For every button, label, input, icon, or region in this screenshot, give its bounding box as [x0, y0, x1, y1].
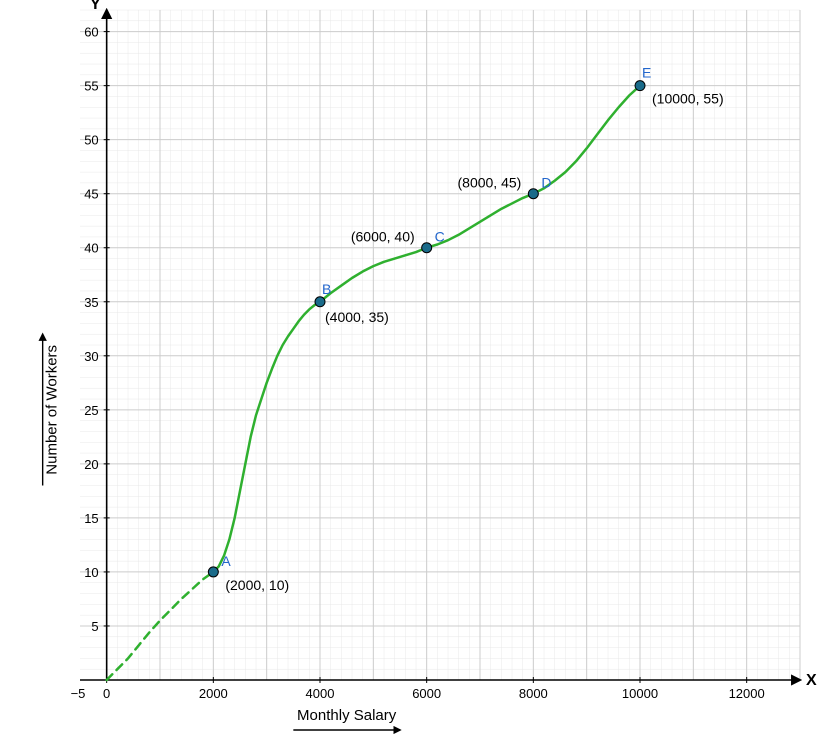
y-axis-name: Number of Workers: [44, 345, 61, 475]
point-label-D: D: [541, 175, 551, 191]
chart-container: X Y 0 2000 4000 6000 8000 10000 12000 −5 5 10 15 20 25…: [0, 0, 820, 753]
x-tick-label: 4000: [306, 686, 335, 701]
x-tick-label: 8000: [519, 686, 548, 701]
y-tick-label: 60: [84, 25, 98, 40]
x-tick-label: 6000: [412, 686, 441, 701]
y-tick-label: 50: [84, 133, 98, 148]
y-tick-label: 30: [84, 349, 98, 364]
chart-svg: X Y 0 2000 4000 6000 8000 10000 12000 −5 5 10 15 20 25…: [0, 0, 820, 753]
y-tick-label: 20: [84, 457, 98, 472]
data-point-C: [422, 243, 432, 253]
x-tick-label: 2000: [199, 686, 228, 701]
data-point-A: [208, 567, 218, 577]
point-coord-A: (2000, 10): [225, 577, 289, 593]
y-tick-label: 55: [84, 79, 98, 94]
point-coord-C: (6000, 40): [351, 229, 415, 245]
point-label-E: E: [642, 65, 651, 81]
data-point-E: [635, 81, 645, 91]
chart-background: [0, 0, 820, 753]
y-tick-label: 35: [84, 295, 98, 310]
y-tick-label: 45: [84, 187, 98, 202]
x-tick-label: 12000: [729, 686, 765, 701]
point-coord-B: (4000, 35): [325, 309, 389, 325]
x-axis-title: X: [806, 672, 817, 689]
data-point-D: [528, 189, 538, 199]
x-neg-tick-label: −5: [71, 686, 86, 701]
x-axis-name: Monthly Salary: [297, 707, 397, 724]
y-tick-label: 10: [84, 565, 98, 580]
y-tick-label: 25: [84, 403, 98, 418]
y-tick-label: 15: [84, 511, 98, 526]
point-label-C: C: [435, 229, 445, 245]
point-coord-D: (8000, 45): [458, 175, 522, 191]
y-axis-title: Y: [90, 0, 101, 13]
point-label-B: B: [322, 281, 331, 297]
point-coord-E: (10000, 55): [652, 91, 724, 107]
data-point-B: [315, 297, 325, 307]
x-tick-label: 10000: [622, 686, 658, 701]
y-tick-label: 40: [84, 241, 98, 256]
x-tick-label: 0: [103, 686, 110, 701]
point-label-A: A: [221, 553, 231, 569]
y-tick-label: 5: [91, 619, 98, 634]
